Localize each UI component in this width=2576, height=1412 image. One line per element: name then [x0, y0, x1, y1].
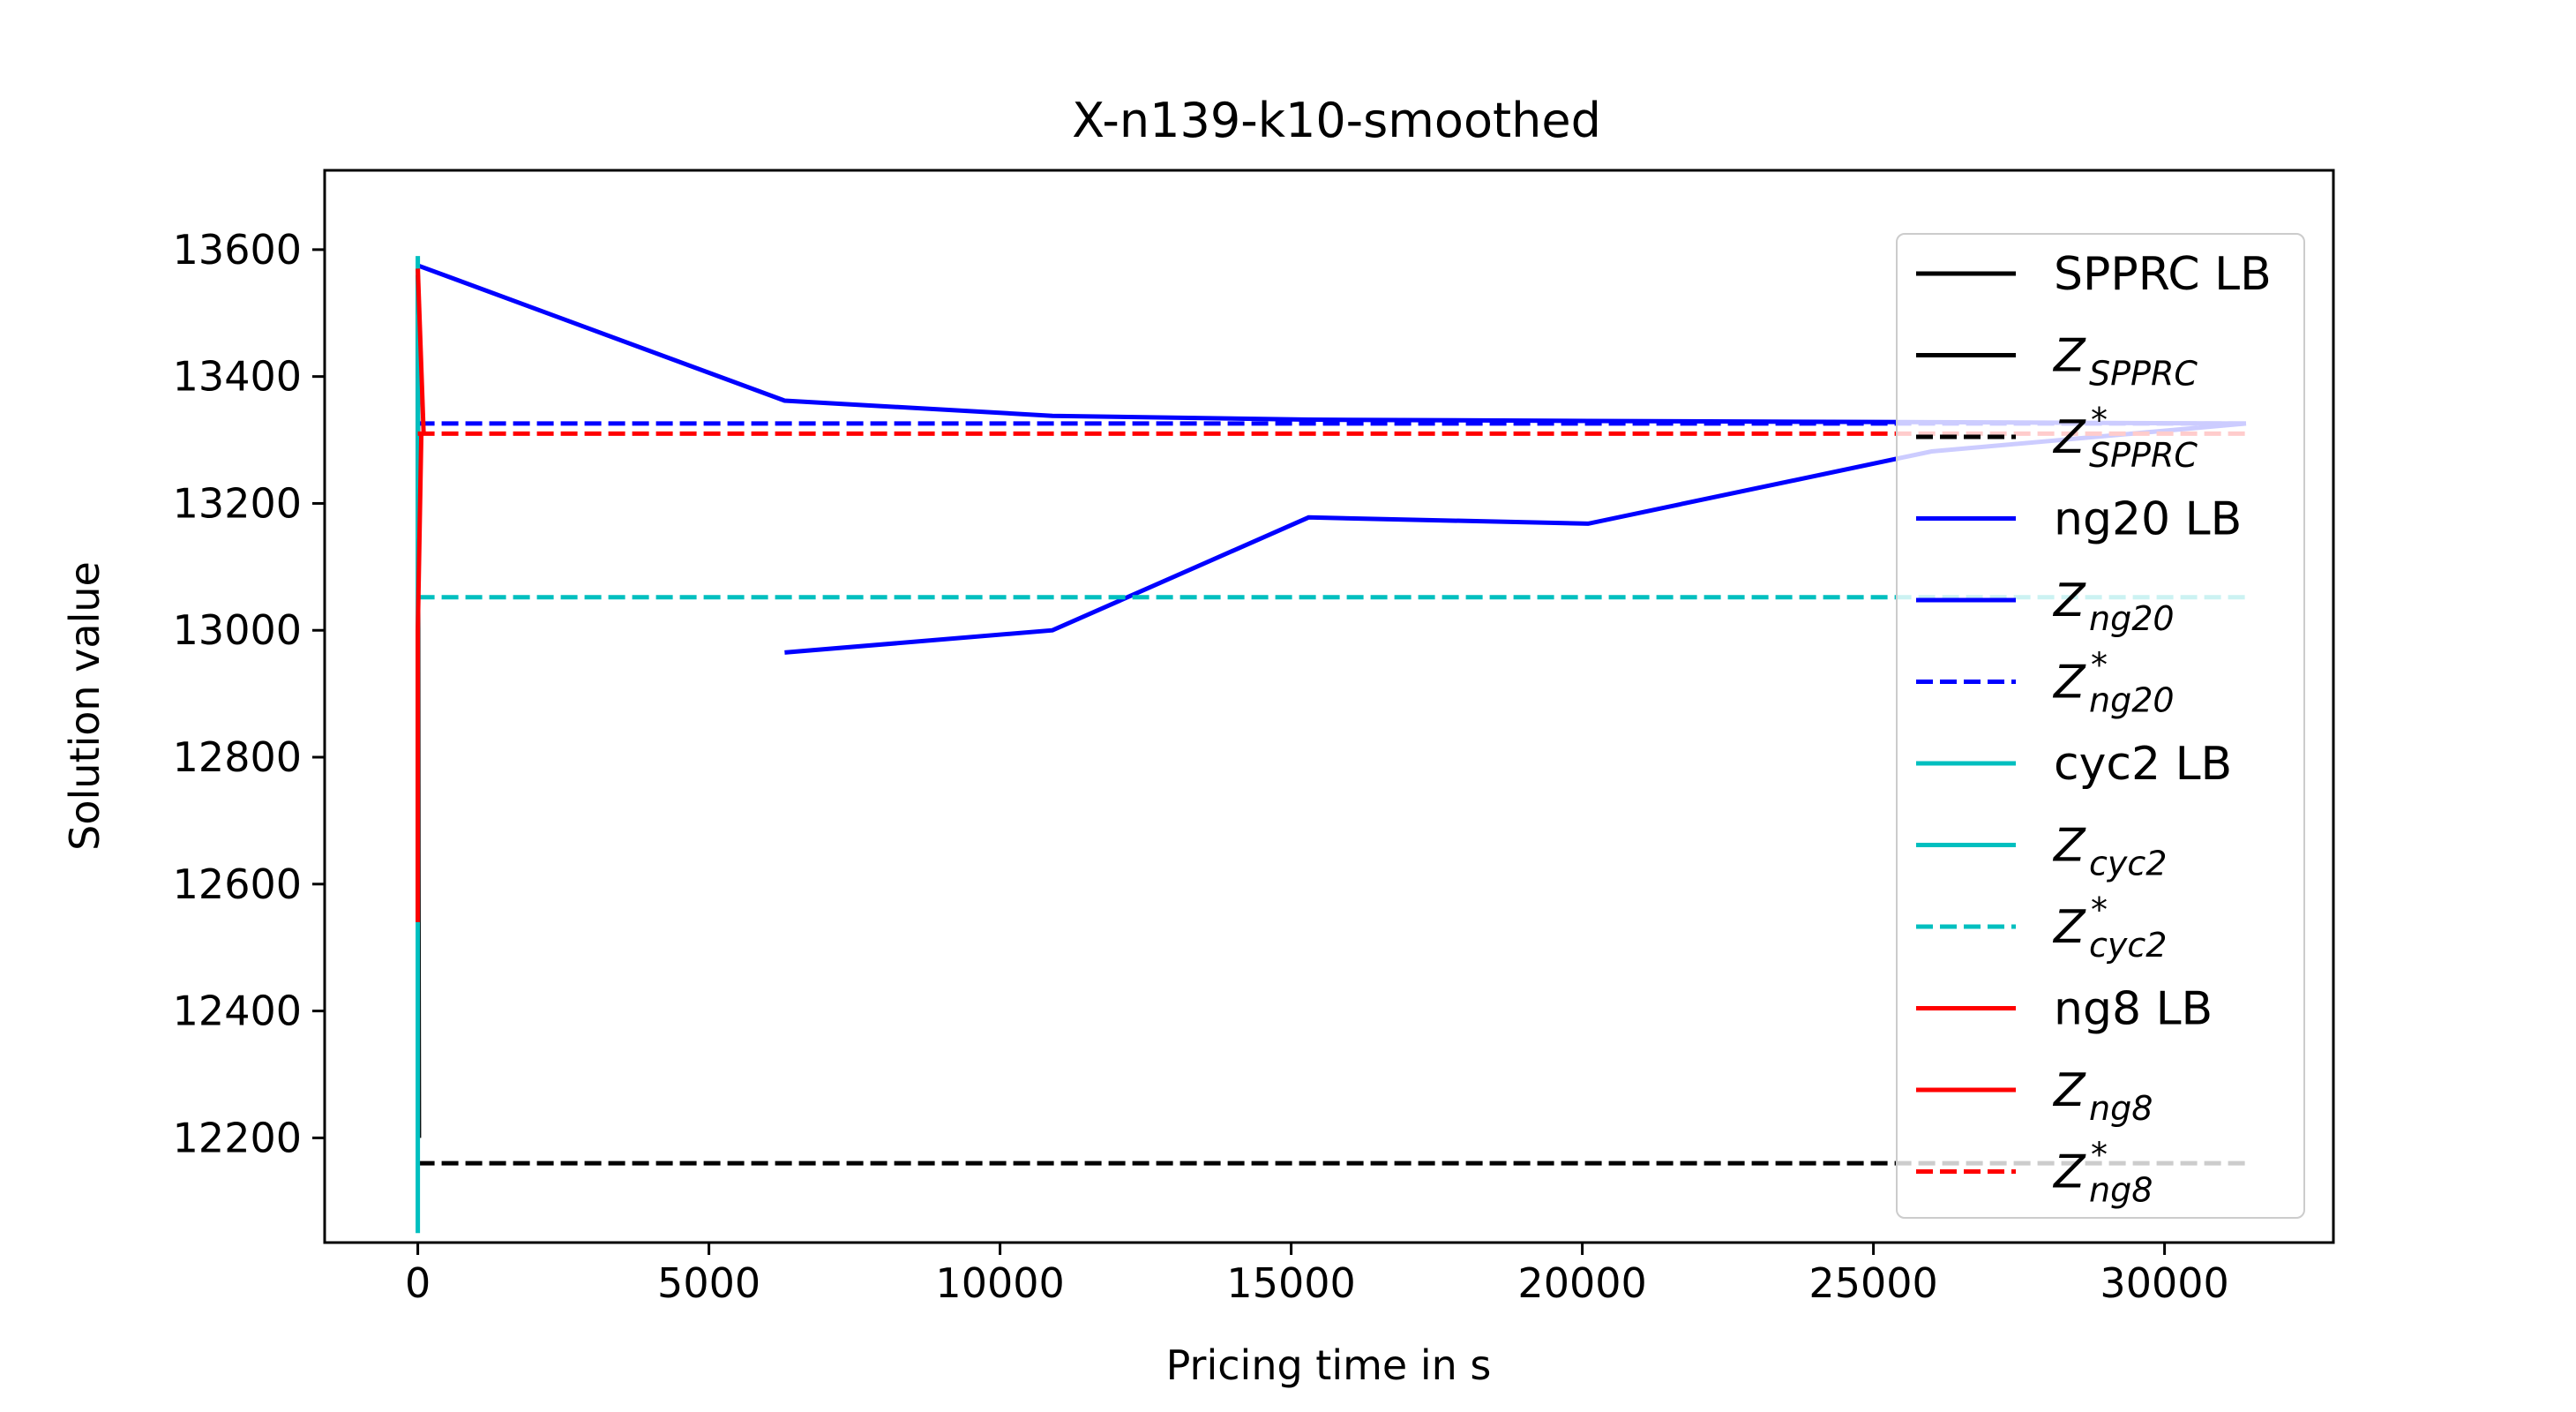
- legend-label-base: Z: [2052, 901, 2086, 954]
- legend-label: SPPRC LB: [2054, 248, 2272, 301]
- legend-label-subscript: ng8: [2089, 1171, 2153, 1210]
- legend-label-subscript: ng8: [2089, 1089, 2153, 1128]
- y-tick-label: 13200: [173, 479, 302, 527]
- y-axis-label: Solution value: [61, 561, 109, 851]
- legend-label-superscript: *: [2091, 890, 2108, 929]
- y-tick-label: 12800: [173, 733, 302, 781]
- legend-label-math: Z SPPRC: [2052, 330, 2198, 394]
- series-line-z_ng8: [416, 268, 426, 434]
- legend-label: ng20 LB: [2054, 493, 2242, 546]
- chart-title: X-n139-k10-smoothed: [1072, 93, 1601, 148]
- legend-label: ng8 LB: [2054, 983, 2213, 1036]
- legend-box: [1896, 233, 2305, 1219]
- x-tick-label: 15000: [1226, 1259, 1355, 1307]
- x-tick-label: 25000: [1808, 1259, 1937, 1307]
- legend-label-superscript: *: [2091, 1136, 2108, 1175]
- legend-label-subscript: ng20: [2089, 681, 2175, 720]
- legend-label-base: Z: [2052, 330, 2086, 383]
- legend-label-base: Z: [2052, 411, 2086, 464]
- legend-label-subscript: SPPRC: [2089, 355, 2198, 394]
- x-tick-label: 5000: [657, 1259, 760, 1307]
- x-tick-label: 0: [405, 1259, 431, 1307]
- x-tick-label: 20000: [1517, 1259, 1646, 1307]
- legend-label-subscript: SPPRC: [2089, 436, 2198, 475]
- y-tick-label: 13000: [173, 606, 302, 654]
- x-axis: 0 5000 10000 15000 20000 25000 30000: [405, 1243, 2229, 1307]
- plot-frame: [323, 169, 2335, 1244]
- legend-label-base: Z: [2052, 1064, 2086, 1117]
- y-tick-label: 12200: [173, 1114, 302, 1161]
- y-tick-label: 12600: [173, 860, 302, 908]
- legend-label-base: Z: [2052, 657, 2086, 710]
- y-tick-label: 12400: [173, 988, 302, 1035]
- legend-label: cyc2 LB: [2054, 738, 2232, 791]
- legend-label-subscript: cyc2: [2089, 926, 2167, 965]
- x-tick-label: 10000: [935, 1259, 1064, 1307]
- y-tick-label: 13600: [173, 226, 302, 274]
- legend-label-superscript: *: [2091, 401, 2108, 439]
- legend-label-subscript: ng20: [2089, 599, 2175, 638]
- legend-label-base: Z: [2052, 1146, 2086, 1199]
- y-axis: 12200 12400 12600 12800 13000 13200 13400 13600: [173, 226, 325, 1161]
- legend-label-math: Z SPPRC*: [2052, 401, 2198, 475]
- legend-label-base: Z: [2052, 575, 2086, 627]
- y-tick-label: 13400: [173, 353, 302, 401]
- x-axis-label: Pricing time in s: [1166, 1341, 1492, 1389]
- legend-label-superscript: *: [2091, 646, 2108, 685]
- legend-label-base: Z: [2052, 820, 2086, 873]
- legend-label-subscript: cyc2: [2089, 845, 2167, 883]
- series-line-ng8_lb: [416, 433, 424, 922]
- x-tick-label: 30000: [2100, 1259, 2228, 1307]
